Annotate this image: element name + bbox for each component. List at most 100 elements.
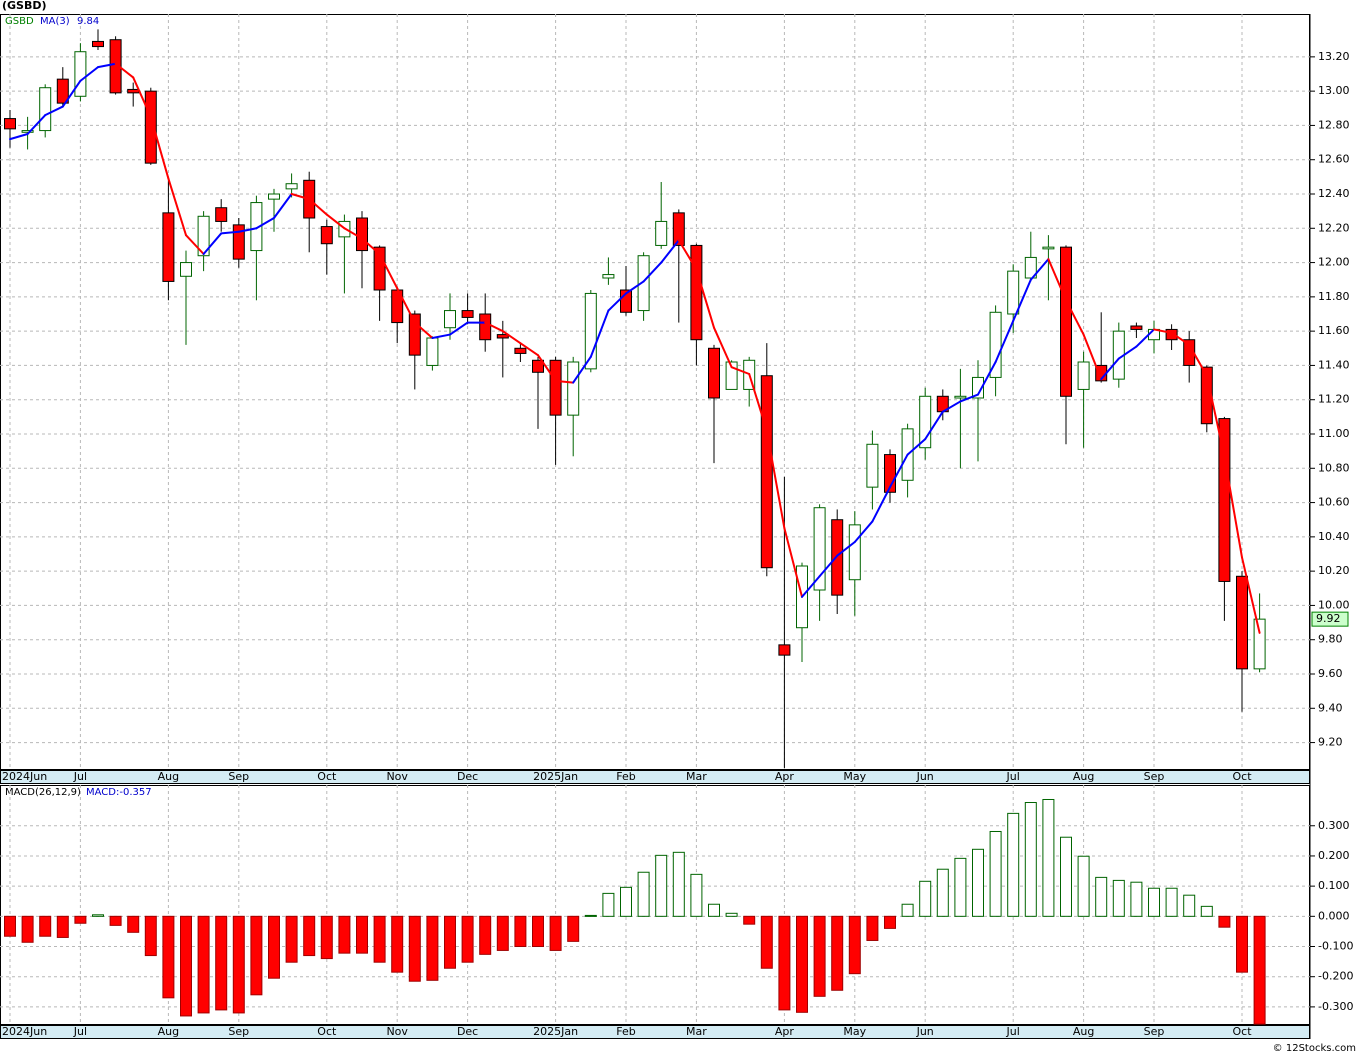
- candle-body: [866, 443, 879, 488]
- macd-bar: [637, 871, 650, 917]
- candle-body: [92, 40, 104, 48]
- ma-segment: [97, 62, 117, 69]
- macd-bar: [303, 915, 316, 957]
- macd-bar: [655, 854, 668, 917]
- candle-body: [1200, 366, 1213, 425]
- ma-segment: [132, 76, 152, 118]
- x-tick-label: Dec: [457, 770, 478, 783]
- macd-bar: [109, 915, 122, 926]
- x-tick-label: Jul: [1006, 770, 1020, 783]
- candle-body: [373, 246, 386, 291]
- ma-segment: [202, 232, 223, 255]
- x-tick-label: Aug: [1073, 1025, 1094, 1038]
- ma-segment: [501, 330, 522, 345]
- ma-segment: [977, 361, 997, 396]
- macd-bar: [39, 915, 52, 937]
- macd-bar: [848, 915, 861, 975]
- candle-body: [620, 289, 632, 313]
- y-tick-label: 0.000: [1318, 909, 1350, 922]
- macd-bar: [1112, 879, 1125, 917]
- x-tick-label: 2025Jan: [533, 1025, 578, 1038]
- ma-segment: [9, 133, 29, 141]
- x-tick-label: Mar: [686, 1025, 707, 1038]
- candle-body: [39, 87, 52, 132]
- macd-bar: [144, 915, 157, 957]
- ma-segment: [1135, 328, 1155, 348]
- macd-bar: [936, 868, 949, 917]
- legend-ma-value: 9.84: [77, 16, 99, 27]
- ma-segment: [431, 333, 451, 339]
- y-tick-label: 10.80: [1318, 461, 1350, 474]
- y-tick-label: 12.80: [1318, 118, 1350, 131]
- x-tick-label: Jul: [73, 1025, 87, 1038]
- y-tick-label: 10.20: [1318, 564, 1350, 577]
- x-tick-label: Aug: [158, 1025, 179, 1038]
- macd-title: MACD(26,12,9): [5, 787, 81, 798]
- y-tick-label: 11.60: [1318, 324, 1350, 337]
- y-tick-label: 10.00: [1318, 598, 1350, 611]
- y-tick-label: 13.00: [1318, 84, 1350, 97]
- ma-segment: [1205, 374, 1226, 458]
- ma-segment: [519, 342, 539, 357]
- x-tick-label: Feb: [616, 1025, 635, 1038]
- candle-body: [760, 375, 773, 569]
- candle-body: [989, 311, 1002, 378]
- ma-segment: [413, 321, 434, 339]
- ma-segment: [625, 280, 645, 295]
- ma-segment: [801, 575, 821, 598]
- macd-bar: [268, 915, 280, 979]
- macd-bar: [584, 914, 597, 917]
- candle-body: [1130, 325, 1143, 330]
- ma-segment: [114, 62, 135, 79]
- macd-bar: [532, 915, 544, 948]
- macd-bar: [1024, 802, 1037, 917]
- ma-segment: [378, 253, 399, 290]
- candle-body: [1236, 575, 1248, 670]
- macd-bar: [514, 915, 527, 948]
- macd-bar: [479, 915, 492, 955]
- macd-bar: [1253, 915, 1266, 1025]
- macd-bar: [1200, 905, 1213, 917]
- ma-segment: [783, 527, 803, 598]
- candle-body: [408, 313, 421, 356]
- x-tick-label: Oct: [317, 770, 337, 783]
- candle-body: [320, 226, 333, 245]
- macd-bar: [496, 915, 509, 951]
- last-price-box: [1311, 611, 1349, 627]
- y-tick-label: 12.60: [1318, 153, 1350, 166]
- ma-segment: [695, 268, 715, 329]
- macd-bar: [356, 915, 368, 954]
- candle-body: [919, 395, 932, 449]
- ma-segment: [537, 354, 557, 382]
- macd-bar: [426, 915, 439, 981]
- ma-segment: [959, 393, 979, 403]
- candle-body: [180, 262, 192, 277]
- ma-segment: [1170, 331, 1191, 346]
- candle-body: [1060, 246, 1072, 397]
- candle-body: [1077, 361, 1090, 390]
- ma-segment: [1223, 455, 1243, 559]
- ma-segment: [1012, 278, 1032, 322]
- x-tick-label: Sep: [1144, 770, 1165, 783]
- macd-bar: [391, 915, 404, 973]
- x-tick-label: Mar: [686, 770, 707, 783]
- y-tick-label: 11.80: [1318, 290, 1350, 303]
- macd-bar: [180, 915, 192, 1017]
- candle-body: [655, 220, 668, 246]
- footer: © 12Stocks.com: [1273, 1043, 1356, 1054]
- x-tick-label: May: [843, 1025, 866, 1038]
- y-tick-label: 10.40: [1318, 530, 1350, 543]
- macd-bar: [215, 915, 228, 1011]
- macd-bar: [567, 915, 580, 942]
- x-tick-label: Feb: [616, 770, 635, 783]
- candle-body: [725, 361, 738, 390]
- candle-body: [532, 359, 544, 373]
- ma-segment: [589, 309, 610, 358]
- x-tick-label: Sep: [228, 1025, 249, 1038]
- ma-segment: [941, 400, 962, 413]
- macd-bar: [1095, 876, 1108, 917]
- ma-segment: [1241, 556, 1261, 634]
- x-tick-label: Jul: [73, 770, 87, 783]
